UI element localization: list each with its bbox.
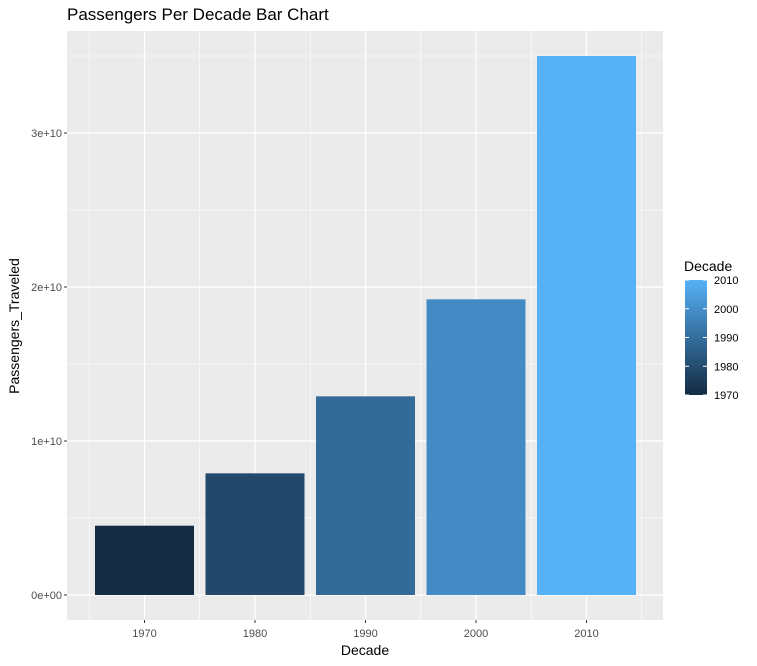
y-tick-label: 0e+00 bbox=[31, 590, 62, 602]
x-tick-label: 2000 bbox=[464, 628, 488, 640]
bars bbox=[95, 56, 636, 595]
y-axis: 0e+00 1e+10 2e+10 3e+10 bbox=[31, 128, 67, 602]
bar-2000 bbox=[426, 299, 526, 595]
legend-label: 1990 bbox=[714, 333, 738, 345]
y-tick-label: 1e+10 bbox=[31, 436, 62, 448]
bar-2010 bbox=[537, 56, 636, 595]
bar-1980 bbox=[205, 473, 305, 595]
x-tick-label: 1990 bbox=[353, 628, 377, 640]
legend-title: Decade bbox=[684, 258, 732, 274]
x-tick-label: 1980 bbox=[243, 628, 267, 640]
x-axis-title: Decade bbox=[341, 642, 389, 658]
legend-label: 1980 bbox=[714, 361, 738, 373]
legend-label: 2000 bbox=[714, 304, 738, 316]
bar-1970 bbox=[95, 525, 194, 595]
legend-label: 2010 bbox=[714, 275, 738, 287]
legend: Decade 2010 2000 1990 1980 1970 bbox=[684, 258, 738, 402]
x-tick-label: 2010 bbox=[574, 628, 598, 640]
y-axis-title: Passengers_Traveled bbox=[6, 258, 22, 394]
x-axis: 1970 1980 1990 2000 2010 bbox=[132, 620, 599, 640]
legend-colorbar bbox=[685, 280, 707, 395]
x-tick-label: 1970 bbox=[132, 628, 156, 640]
legend-label: 1970 bbox=[714, 390, 738, 402]
legend-ticks: 2010 2000 1990 1980 1970 bbox=[685, 275, 738, 402]
y-tick-label: 2e+10 bbox=[31, 282, 62, 294]
bar-1990 bbox=[316, 396, 415, 595]
chart-title: Passengers Per Decade Bar Chart bbox=[67, 5, 329, 24]
y-tick-label: 3e+10 bbox=[31, 128, 62, 140]
